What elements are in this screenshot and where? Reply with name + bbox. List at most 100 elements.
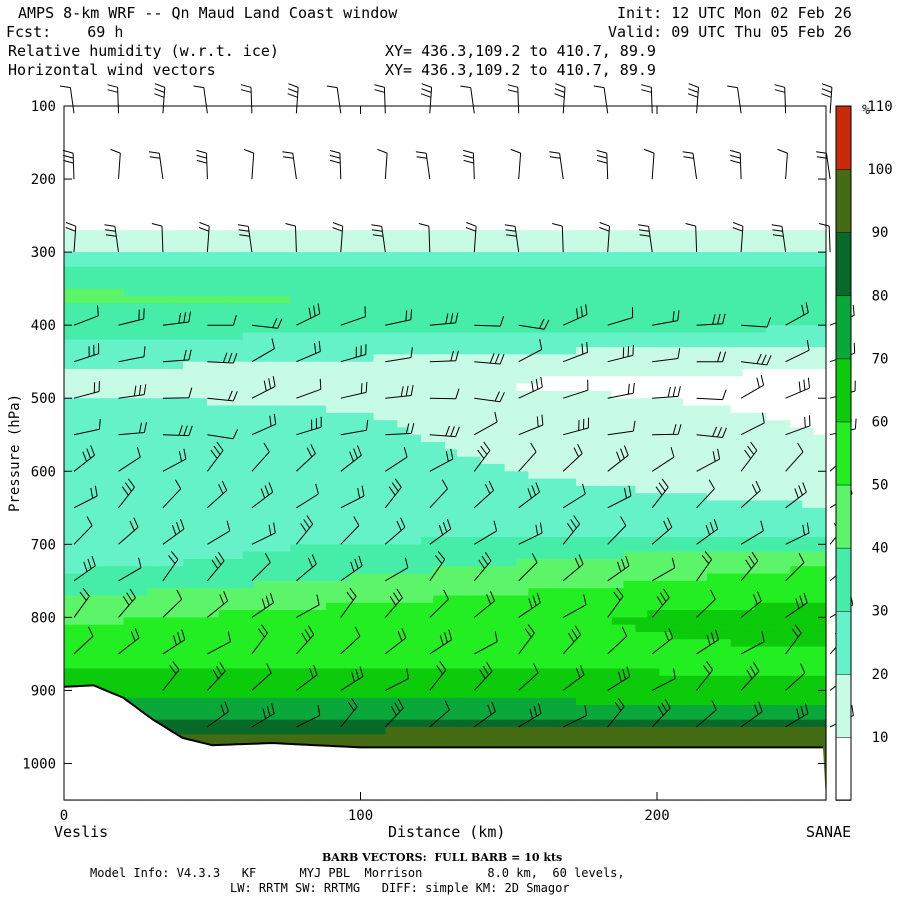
rh-cell [302, 500, 315, 509]
rh-cell [290, 705, 303, 713]
rh-cell [337, 463, 351, 472]
rh-cell [349, 310, 363, 319]
rh-cell [587, 683, 601, 692]
rh-cell [504, 347, 518, 355]
rh-cell [99, 661, 113, 670]
rh-cell [397, 405, 410, 414]
rh-cell [492, 420, 506, 429]
rh-cell [552, 551, 565, 560]
rh-cell [456, 288, 470, 297]
rh-cell [623, 259, 637, 268]
rh-cell [194, 237, 208, 246]
rh-cell [111, 610, 125, 618]
rh-cell [480, 325, 494, 334]
rh-cell [135, 259, 148, 268]
rh-cell [433, 171, 446, 180]
rh-cell [230, 653, 244, 662]
rh-cell [516, 610, 529, 618]
rh-cell [87, 485, 101, 494]
rh-cell [564, 537, 577, 545]
rh-cell [171, 631, 184, 640]
rh-cell [135, 368, 148, 377]
rh-cell [373, 113, 387, 122]
rh-cell [194, 164, 208, 173]
rh-cell [671, 610, 684, 618]
rh-cell [671, 237, 684, 246]
rh-cell [314, 456, 327, 465]
rh-cell [575, 222, 589, 231]
rh-cell [540, 281, 553, 290]
rh-cell [183, 332, 196, 341]
rh-cell [290, 566, 303, 575]
rh-cell [575, 690, 589, 699]
rh-cell [314, 259, 327, 268]
rh-cell [659, 566, 672, 575]
rh-cell [218, 266, 232, 275]
rh-cell [635, 274, 649, 282]
rh-cell [242, 726, 256, 735]
rh-cell [325, 602, 339, 611]
rh-cell [183, 420, 196, 429]
rh-cell [87, 222, 101, 231]
rh-cell [611, 274, 625, 282]
rh-cell [480, 303, 494, 312]
rh-cell [87, 157, 101, 166]
rh-cell [575, 610, 589, 618]
rh-cell [290, 610, 303, 618]
rh-cell [123, 595, 137, 604]
rh-cell [242, 573, 256, 582]
rh-cell [528, 573, 541, 582]
rh-cell [373, 339, 387, 348]
rh-cell [409, 573, 422, 582]
rh-cell [266, 310, 279, 319]
rh-cell [361, 222, 375, 231]
rh-cell [647, 295, 660, 304]
rh-cell [64, 383, 77, 392]
rh-cell [659, 164, 672, 173]
rh-cell [659, 683, 672, 692]
rh-cell [456, 449, 470, 458]
rh-cell [171, 288, 184, 297]
rh-cell [266, 734, 279, 743]
rh-cell [659, 668, 672, 677]
rh-cell [278, 478, 291, 487]
rh-cell [302, 544, 315, 553]
rh-cell [349, 741, 363, 750]
rh-cell [266, 266, 279, 275]
rh-cell [159, 339, 172, 348]
rh-cell [194, 719, 208, 728]
rh-cell [587, 288, 601, 297]
rh-cell [468, 485, 482, 494]
rh-cell [171, 515, 184, 523]
rh-cell [135, 558, 148, 567]
rh-cell [361, 580, 375, 589]
rh-cell [385, 106, 398, 114]
rh-cell [218, 558, 232, 567]
rh-cell [183, 456, 196, 465]
rh-cell [171, 244, 184, 253]
rh-cell [135, 347, 148, 355]
rh-cell [611, 127, 625, 136]
rh-cell [575, 266, 589, 275]
rh-cell [445, 588, 458, 597]
rh-cell [671, 310, 684, 319]
rh-cell [635, 142, 649, 151]
rh-cell [373, 274, 387, 282]
rh-cell [337, 361, 351, 370]
rh-cell [230, 683, 244, 692]
rh-cell [314, 113, 327, 122]
rh-cell [99, 376, 113, 385]
rh-cell [159, 668, 172, 677]
rh-cell [373, 463, 387, 472]
rh-cell [385, 252, 398, 261]
rh-cell [99, 522, 113, 531]
rh-cell [314, 580, 327, 589]
rh-cell [552, 726, 565, 735]
rh-cell [230, 135, 244, 144]
rh-cell [409, 420, 422, 429]
rh-cell [254, 274, 268, 282]
rh-cell [147, 697, 160, 706]
rh-cell [278, 471, 291, 480]
rh-cell [456, 230, 470, 239]
rh-cell [373, 661, 387, 670]
